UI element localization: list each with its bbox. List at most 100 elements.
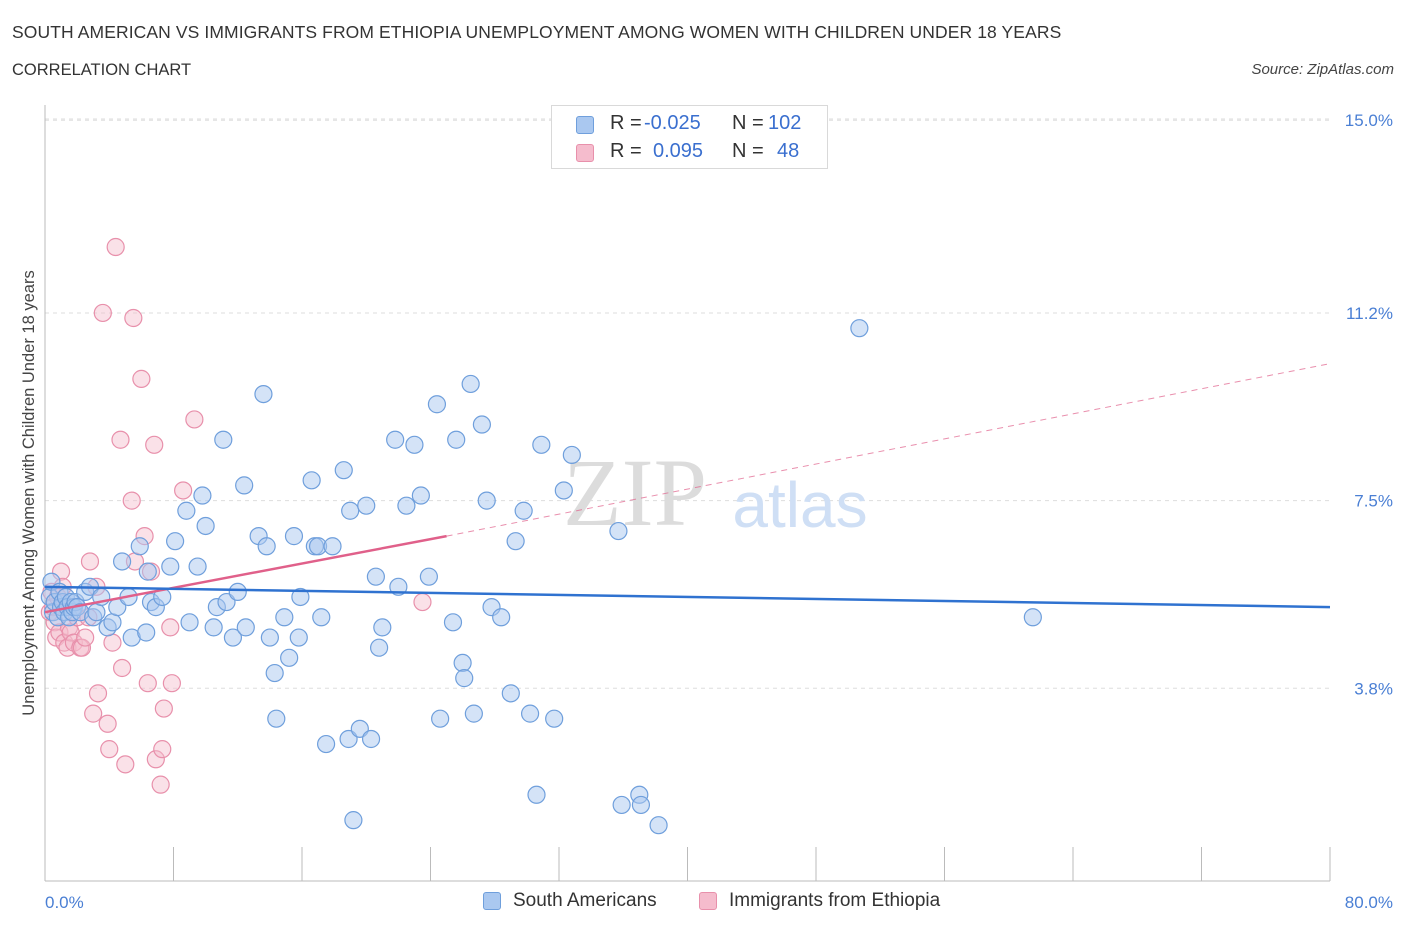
south-american-point — [214, 430, 233, 449]
south-american-point — [405, 435, 424, 454]
south-american-point — [204, 618, 223, 637]
south-american-point — [280, 648, 299, 667]
south-american-point — [649, 816, 668, 835]
south-american-point — [236, 618, 255, 637]
south-american-point — [302, 471, 321, 490]
legend-row-south-american: R = -0.025 N = 102 — [576, 112, 801, 138]
ethiopia-point — [153, 740, 172, 759]
ethiopia-point — [132, 369, 151, 388]
south-american-point — [289, 628, 308, 647]
trend-lines — [44, 363, 1331, 614]
south-american-point — [397, 496, 416, 515]
south-american-point — [520, 704, 540, 723]
south-american-point — [366, 567, 385, 586]
south-american-point — [166, 532, 185, 551]
ethiopia-point — [162, 674, 181, 693]
south-american-point — [1023, 608, 1042, 627]
ethiopia-point — [154, 699, 173, 718]
south-american-point — [161, 557, 180, 576]
south-american-point — [506, 532, 525, 551]
ethiopia-point — [103, 633, 122, 652]
south-american-point — [344, 811, 363, 830]
legend-swatch-blue — [576, 116, 594, 134]
south-american-point — [196, 516, 215, 536]
ethiopia-point — [111, 430, 130, 449]
tick-labels: 0.0% 80.0% 3.8% 7.5% 11.2% 15.0% — [45, 111, 1393, 912]
south-american-point — [137, 623, 156, 642]
south-american-point — [472, 415, 491, 434]
ethiopia-point — [185, 410, 204, 429]
south-american-point — [386, 430, 405, 449]
south-american-point — [257, 537, 276, 556]
south-american-point — [177, 501, 196, 520]
south-american-point — [138, 562, 157, 581]
south-american-point — [501, 684, 520, 703]
ethiopia-trend-extension — [446, 363, 1331, 537]
south-american-point — [461, 374, 480, 394]
ethiopia-point — [80, 552, 100, 571]
y-tick-label-11-2: 11.2% — [1346, 304, 1393, 323]
south-american-point — [341, 501, 360, 520]
ethiopia-point — [116, 755, 135, 774]
south-american-point — [532, 435, 551, 454]
south-american-point — [427, 395, 447, 414]
south-american-point — [193, 486, 212, 505]
south-american-point — [370, 638, 389, 657]
bottom-legend-swatch-pink — [699, 892, 717, 910]
legend-n-value: 48 — [777, 140, 800, 162]
south-american-point — [228, 582, 247, 602]
south-american-point — [180, 613, 199, 632]
south-american-point — [291, 587, 310, 607]
south-american-point — [554, 481, 573, 500]
south-american-point — [527, 785, 546, 804]
south-american-point — [254, 384, 273, 404]
watermark-zip: ZIP — [563, 439, 707, 546]
south-american-point — [443, 613, 463, 632]
x-tick-label-max: 80.0% — [1345, 893, 1393, 912]
south-american-point — [455, 669, 474, 688]
legend-n-label: N = — [732, 140, 764, 162]
south-american-point — [339, 729, 358, 749]
south-american-trend-line — [44, 585, 1331, 609]
axes — [44, 105, 1331, 882]
ethiopia-points — [40, 237, 432, 794]
ethiopia-point — [413, 592, 432, 612]
south-american-point — [447, 430, 466, 449]
south-american-point — [223, 628, 243, 647]
south-american-point — [631, 795, 651, 815]
y-tick-label-7-5: 7.5% — [1354, 492, 1393, 511]
watermark: ZIP atlas — [563, 439, 868, 546]
south-american-point — [350, 719, 369, 738]
south-american-point — [431, 709, 450, 728]
ethiopia-point — [106, 237, 125, 257]
south-american-point — [103, 613, 122, 632]
ethiopia-point — [76, 628, 95, 647]
south-american-point — [545, 709, 564, 728]
south-american-point — [492, 608, 511, 627]
south-american-point — [188, 557, 207, 576]
south-american-points — [40, 319, 1042, 835]
south-american-point — [612, 795, 631, 815]
ethiopia-point — [98, 714, 117, 733]
south-american-point — [477, 491, 496, 510]
legend-n-label: N = — [732, 112, 764, 134]
south-american-point — [87, 603, 106, 622]
south-american-point — [373, 618, 392, 637]
legend-r-value: 0.095 — [653, 140, 704, 162]
south-american-point — [411, 486, 430, 505]
ethiopia-trend-line — [44, 534, 447, 614]
ethiopia-point — [174, 481, 193, 500]
bottom-legend-label: South Americans — [513, 890, 657, 911]
south-american-point — [389, 577, 408, 596]
legend-n-value: 102 — [768, 112, 802, 134]
south-american-point — [334, 461, 353, 480]
ethiopia-point — [161, 618, 180, 637]
y-tick-label-15-0: 15.0% — [1345, 111, 1393, 130]
watermark-atlas: atlas — [732, 469, 867, 541]
south-american-point — [562, 445, 581, 465]
ethiopia-point — [124, 308, 143, 328]
bottom-legend-swatch-blue — [483, 892, 501, 910]
ethiopia-point — [100, 740, 119, 759]
ethiopia-point — [151, 775, 170, 794]
